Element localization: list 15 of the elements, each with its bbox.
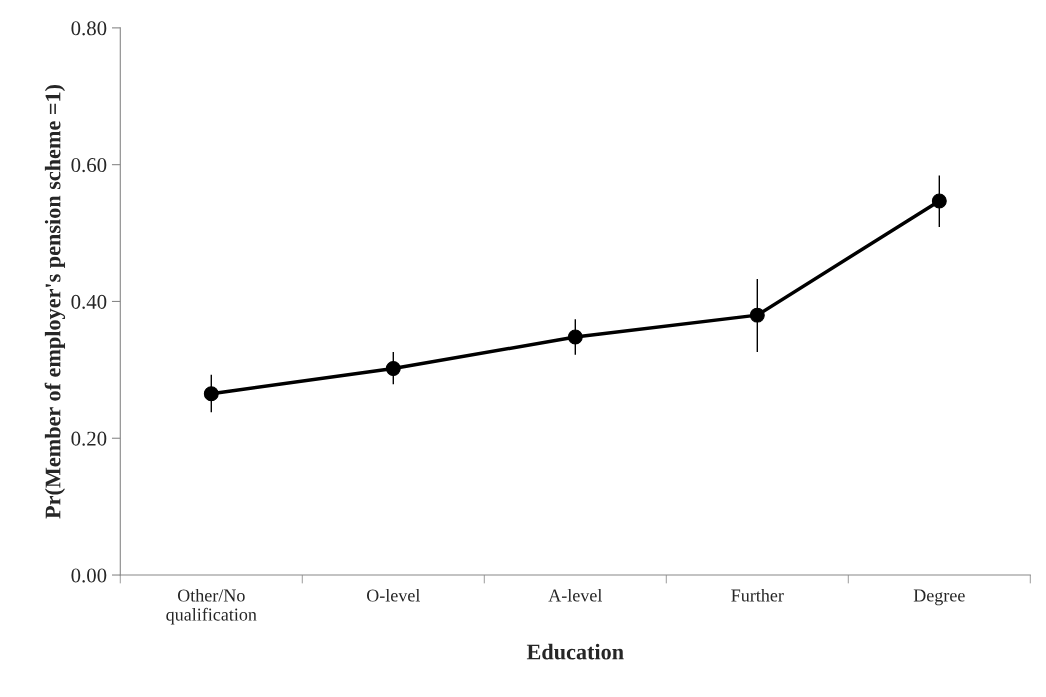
x-tick-label: A-level [548, 588, 603, 602]
x-tick-label: O-level [366, 588, 420, 602]
y-tick-label: 0.60 [71, 158, 107, 173]
y-tick-label: 0.00 [71, 568, 107, 583]
point [203, 386, 219, 402]
x-tick-label: Other/No qualification [166, 588, 257, 625]
x-tick-label: Degree [913, 589, 965, 606]
y-axis-title: Pr(Member of employer's pension scheme =1) [44, 84, 66, 519]
point [385, 361, 401, 376]
y-tick-label: 0.40 [71, 294, 107, 309]
x-tick-label: Further [731, 588, 784, 602]
y-tick-label: 0.20 [71, 431, 107, 446]
y-tick-label: 0.80 [71, 21, 107, 36]
x-axis-title: Education [526, 643, 624, 660]
point [567, 329, 583, 345]
